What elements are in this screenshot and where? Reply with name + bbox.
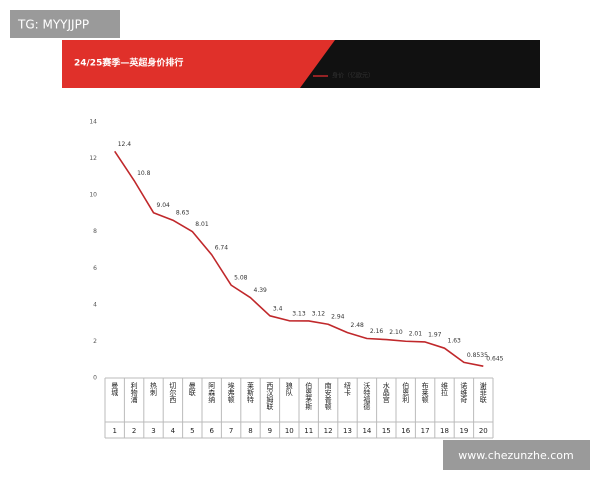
rank-label: 18 bbox=[440, 427, 449, 435]
rank-label: 7 bbox=[229, 427, 233, 435]
x-tick-label: 埃弗顿 bbox=[227, 381, 235, 404]
watermark: www.chezunzhe.com bbox=[458, 449, 573, 462]
x-tick-label: 维拉 bbox=[441, 381, 449, 397]
legend-label: 身价（亿欧元） bbox=[332, 72, 374, 80]
watermark-box bbox=[10, 10, 120, 38]
y-tick-label: 2 bbox=[93, 338, 97, 345]
rank-label: 12 bbox=[324, 427, 333, 435]
line bbox=[114, 150, 484, 367]
x-tick-label: 南安普顿 bbox=[324, 381, 332, 411]
data-label: 8.63 bbox=[176, 210, 190, 217]
rank-label: 20 bbox=[479, 427, 488, 435]
rank-label: 17 bbox=[421, 427, 430, 435]
x-tick-label: 阿森纳 bbox=[208, 381, 216, 404]
rank-label: 8 bbox=[248, 427, 252, 435]
data-label: 8.01 bbox=[195, 221, 209, 228]
rank-label: 3 bbox=[151, 427, 155, 435]
rank-label: 15 bbox=[382, 427, 391, 435]
data-label: 0.8535 bbox=[467, 352, 488, 359]
data-label: 2.01 bbox=[409, 331, 423, 338]
y-tick-label: 14 bbox=[89, 119, 97, 126]
watermark-box bbox=[443, 440, 590, 470]
y-tick-label: 0 bbox=[93, 375, 97, 382]
data-label: 3.4 bbox=[273, 305, 283, 312]
rank-label: 10 bbox=[285, 427, 294, 435]
rank-label: 2 bbox=[132, 427, 136, 435]
rank-label: 4 bbox=[171, 427, 176, 435]
y-tick-label: 12 bbox=[89, 155, 97, 162]
data-label: 1.97 bbox=[428, 331, 442, 338]
rank-label: 13 bbox=[343, 427, 352, 435]
x-tick-label: 沃特福德 bbox=[363, 381, 371, 411]
x-tick-label: 纽卡 bbox=[344, 381, 352, 397]
rank-label: 6 bbox=[209, 427, 214, 435]
data-label: 1.63 bbox=[448, 338, 462, 345]
x-tick-label: 曼城 bbox=[111, 382, 119, 397]
x-tick-label: 狼队 bbox=[285, 381, 293, 397]
chart-title: 24/25赛季—英超身价排行 bbox=[74, 57, 183, 69]
title-banner bbox=[62, 40, 335, 88]
data-label: 0.645 bbox=[486, 356, 503, 363]
data-label: 2.48 bbox=[351, 322, 365, 329]
data-label: 6.74 bbox=[215, 244, 229, 251]
data-label: 4.39 bbox=[254, 287, 268, 294]
rank-label: 5 bbox=[190, 427, 194, 435]
x-tick-label: 伯恩利 bbox=[402, 381, 410, 403]
data-label: 9.04 bbox=[157, 202, 171, 209]
y-tick-label: 10 bbox=[89, 192, 97, 199]
rank-label: 11 bbox=[304, 427, 313, 435]
x-tick-label: 利物浦 bbox=[130, 381, 138, 404]
data-label: 3.13 bbox=[292, 310, 306, 317]
x-tick-label: 布莱顿 bbox=[421, 381, 429, 404]
y-tick-label: 8 bbox=[93, 228, 97, 235]
rank-label: 16 bbox=[401, 427, 410, 435]
data-label: 12.4 bbox=[118, 141, 132, 148]
data-label: 10.8 bbox=[137, 170, 151, 177]
data-label: 3.12 bbox=[312, 310, 326, 317]
x-tick-label: 曼联 bbox=[188, 382, 196, 397]
rank-label: 19 bbox=[459, 427, 468, 435]
x-tick-label: 谢菲联 bbox=[479, 381, 487, 404]
x-tick-label: 诺维奇 bbox=[460, 381, 468, 403]
x-tick-label: 莱斯特 bbox=[247, 381, 255, 403]
x-tick-label: 西汉姆联 bbox=[266, 382, 274, 411]
data-label: 5.08 bbox=[234, 275, 248, 282]
data-label: 2.16 bbox=[370, 328, 384, 335]
x-tick-label: 水晶宫 bbox=[382, 381, 390, 404]
x-tick-label: 热刺 bbox=[150, 381, 158, 397]
rank-label: 9 bbox=[268, 427, 272, 435]
x-tick-label: 伯恩茅斯 bbox=[305, 381, 313, 411]
watermark: TG: MYYJJPP bbox=[17, 18, 89, 32]
data-label: 2.94 bbox=[331, 314, 345, 321]
rank-label: 1 bbox=[112, 427, 116, 435]
x-tick-label: 切尔西 bbox=[169, 382, 177, 404]
data-label: 2.10 bbox=[389, 329, 403, 336]
y-tick-label: 6 bbox=[93, 265, 97, 272]
y-tick-label: 4 bbox=[93, 301, 97, 308]
rank-label: 14 bbox=[362, 427, 371, 435]
chart-area bbox=[62, 88, 540, 440]
